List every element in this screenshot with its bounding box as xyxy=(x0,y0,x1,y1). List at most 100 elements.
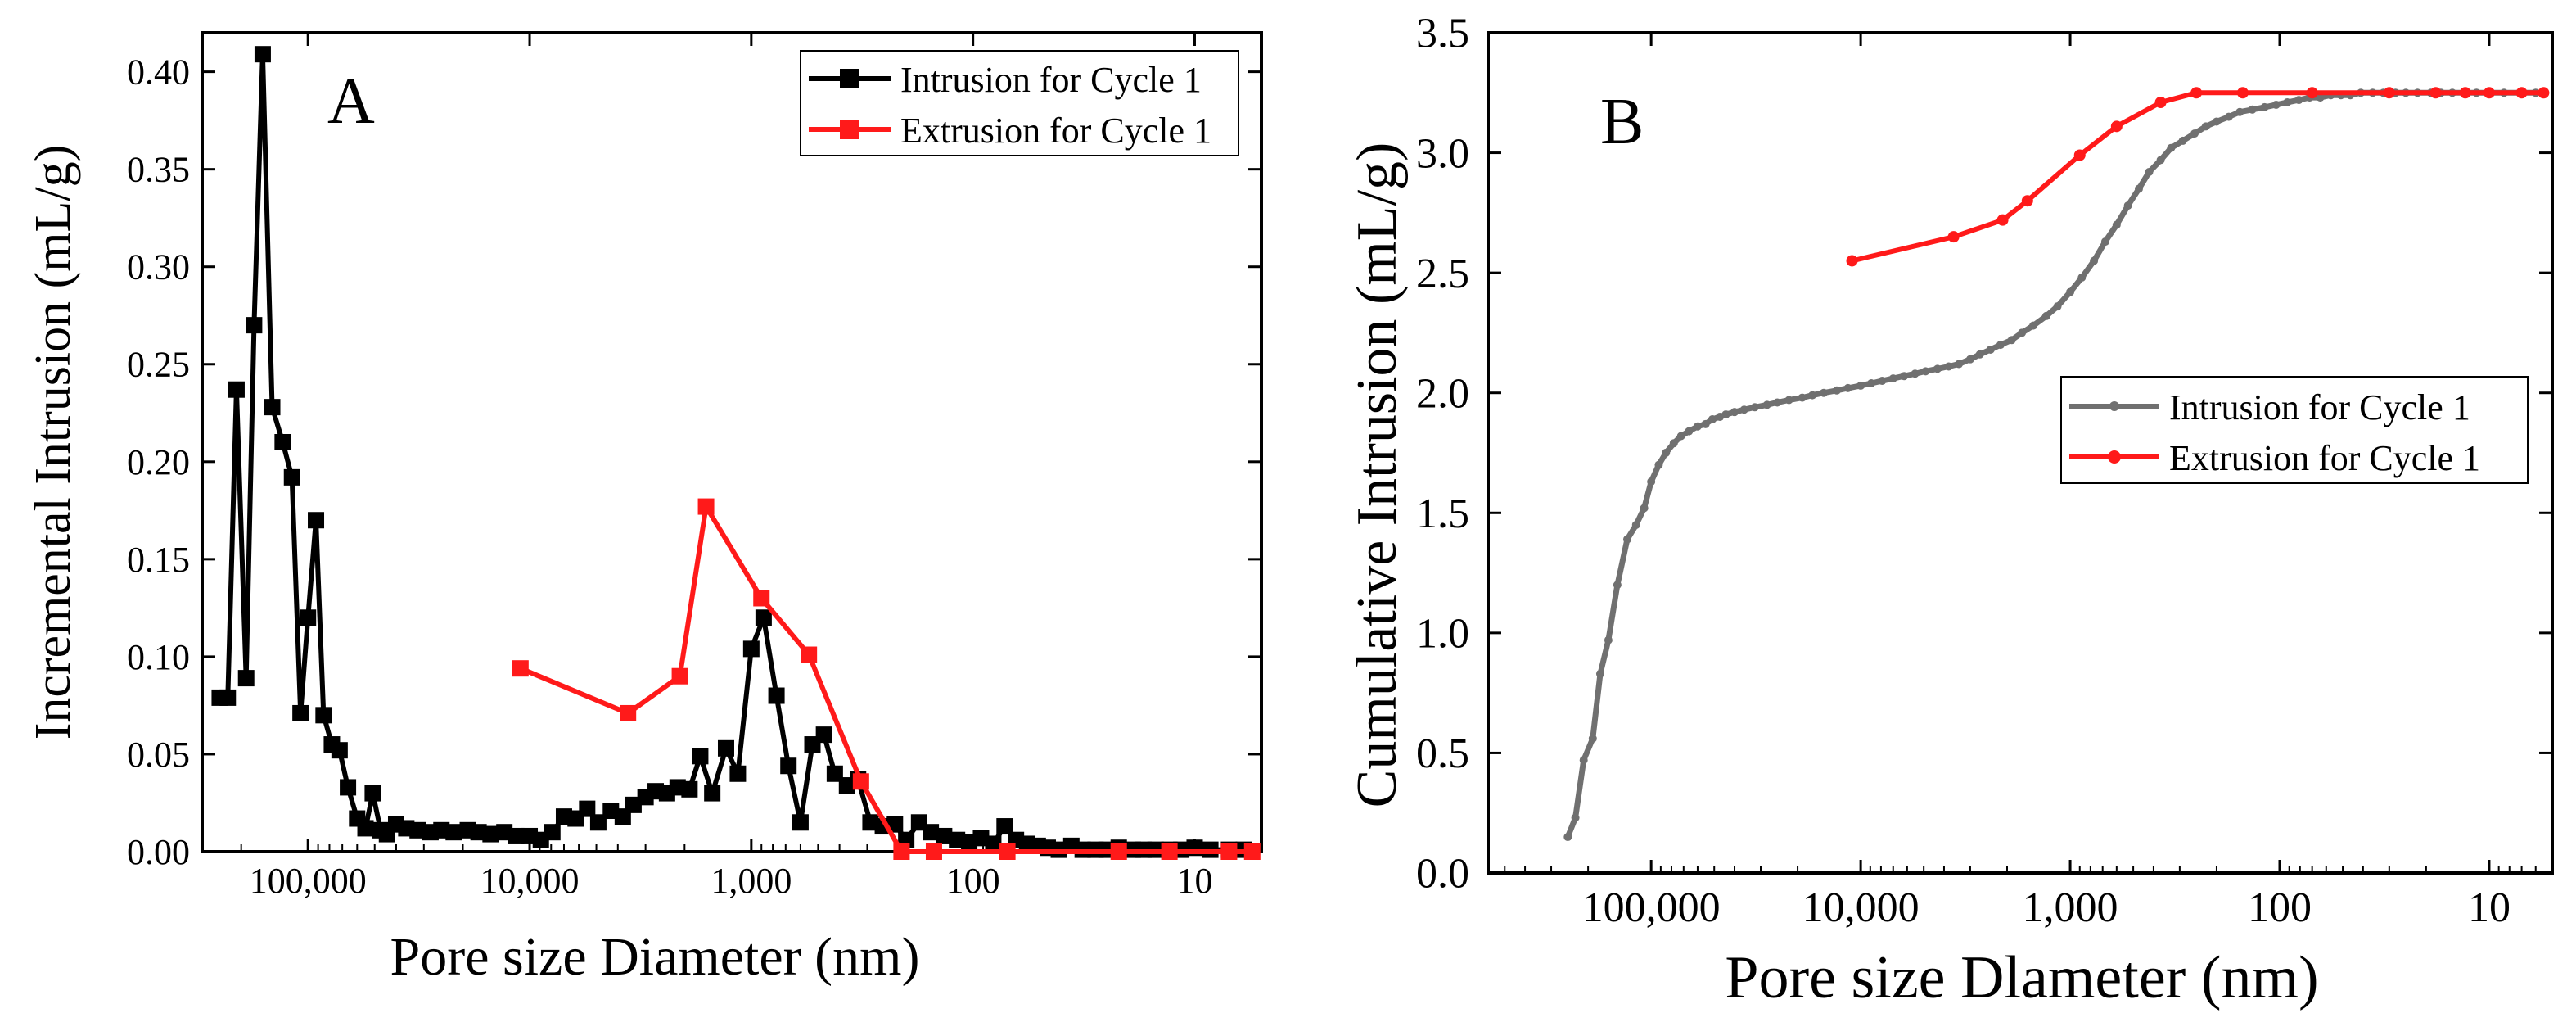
panel-b-legend: Intrusion for Cycle 1 Extrusion for Cycl… xyxy=(2060,376,2529,484)
y-tick-label: 0.40 xyxy=(127,52,190,93)
data-point-extrusion xyxy=(2383,87,2395,99)
data-point-intrusion xyxy=(246,317,263,334)
data-point-intrusion xyxy=(2007,336,2016,345)
data-point-extrusion xyxy=(1947,231,1960,243)
y-tick-label: 0.10 xyxy=(127,637,190,677)
data-point-extrusion xyxy=(2459,87,2471,99)
data-point-intrusion xyxy=(729,765,747,782)
series-line-intrusion xyxy=(219,52,1244,852)
data-point-extrusion xyxy=(1220,843,1238,860)
data-point-extrusion xyxy=(2538,87,2550,99)
data-point-intrusion xyxy=(1798,393,1807,402)
data-point-intrusion xyxy=(1613,581,1622,590)
data-point-intrusion xyxy=(1739,405,1748,414)
data-point-intrusion xyxy=(1669,439,1678,448)
data-point-intrusion xyxy=(1588,734,1597,743)
panel-b-legend-label-intrusion: Intrusion for Cycle 1 xyxy=(2169,387,2470,427)
data-point-extrusion xyxy=(2021,195,2033,207)
data-point-intrusion xyxy=(2235,107,2244,116)
panel-a-legend-marker-extrusion xyxy=(840,120,859,139)
data-point-intrusion xyxy=(2260,102,2269,111)
data-point-intrusion xyxy=(589,814,607,831)
data-point-intrusion xyxy=(579,800,596,817)
data-point-extrusion xyxy=(1243,843,1261,860)
y-tick-label: 0.35 xyxy=(127,150,190,190)
data-point-intrusion xyxy=(996,818,1013,835)
x-tick-label: 1,000 xyxy=(711,861,792,901)
panel-a-x-axis-label: Pore size Diameter (nm) xyxy=(390,927,920,987)
x-tick-label: 10,000 xyxy=(1802,884,1920,931)
data-point-intrusion xyxy=(2156,156,2165,165)
series-line-extrusion xyxy=(519,504,1252,854)
data-point-intrusion xyxy=(1773,398,1782,407)
data-point-extrusion xyxy=(2073,149,2086,161)
data-point-intrusion xyxy=(1623,535,1632,544)
x-tick-label: 10 xyxy=(2468,884,2511,931)
data-point-extrusion xyxy=(2306,87,2318,99)
data-point-intrusion xyxy=(1563,833,1572,842)
data-point-extrusion xyxy=(697,498,715,515)
panel-b-axes: 100,000 10,000 1,000 100 10 0.0 0.5 1.0 1.5 2.0 2.… xyxy=(1416,11,2552,931)
data-point-extrusion xyxy=(2154,97,2167,109)
data-point-intrusion xyxy=(1579,756,1588,765)
panel-b-legend-marker-intrusion xyxy=(2109,401,2119,411)
y-tick-label: 0.0 xyxy=(1416,851,1469,898)
data-point-intrusion xyxy=(2041,311,2050,320)
data-point-intrusion xyxy=(1693,422,1702,431)
data-point-intrusion xyxy=(1631,520,1640,529)
panel-a-series xyxy=(211,46,1261,860)
data-point-intrusion xyxy=(2201,122,2210,131)
data-point-extrusion xyxy=(2110,120,2123,133)
data-point-extrusion xyxy=(1846,255,1858,267)
data-point-intrusion xyxy=(1843,383,1852,392)
data-point-intrusion xyxy=(1721,410,1730,419)
data-point-intrusion xyxy=(1701,419,1710,428)
panel-b-plot-frame xyxy=(1487,31,2554,875)
data-point-intrusion xyxy=(1808,391,1817,400)
data-point-extrusion xyxy=(2236,87,2249,99)
data-point-intrusion xyxy=(264,399,281,416)
data-point-intrusion xyxy=(692,748,709,765)
data-point-extrusion xyxy=(2429,87,2442,99)
data-point-intrusion xyxy=(815,726,832,744)
data-point-intrusion xyxy=(315,707,332,724)
data-point-intrusion xyxy=(1996,341,2005,350)
data-point-intrusion xyxy=(2053,302,2062,311)
data-point-intrusion xyxy=(862,814,879,831)
data-point-extrusion xyxy=(893,843,910,860)
data-point-intrusion xyxy=(228,381,245,398)
data-point-intrusion xyxy=(2134,184,2143,193)
data-point-intrusion xyxy=(219,689,237,706)
data-point-intrusion xyxy=(1867,378,1876,387)
data-point-extrusion xyxy=(1161,843,1178,860)
panel-a-legend-marker-intrusion xyxy=(840,69,859,88)
y-tick-label: 2.5 xyxy=(1416,251,1469,297)
data-point-intrusion xyxy=(274,434,291,450)
data-point-intrusion xyxy=(1965,355,1974,364)
panel-a-legend-label-intrusion: Intrusion for Cycle 1 xyxy=(900,60,1202,100)
data-point-intrusion xyxy=(2316,93,2325,102)
data-point-intrusion xyxy=(1571,813,1580,822)
panel-b-legend-box xyxy=(2060,376,2529,484)
panel-b-y-axis-label: Cumulative Intrusion (mL/g) xyxy=(1346,142,1409,808)
data-point-intrusion xyxy=(433,821,450,839)
panel-a-incremental-intrusion-chart: 100,000 10,000 1,000 100 10 0.00 0.05 0.10 0.15 0… xyxy=(25,31,1263,987)
data-point-intrusion xyxy=(2167,143,2176,152)
data-point-intrusion xyxy=(1911,369,1920,378)
data-point-intrusion xyxy=(292,704,309,721)
data-point-intrusion xyxy=(1900,372,1909,381)
data-point-intrusion xyxy=(1647,477,1656,486)
y-tick-label: 0.05 xyxy=(127,735,190,775)
x-tick-label: 100,000 xyxy=(250,861,367,901)
panel-a-y-axis-label: Incremental Intrusion (mL/g) xyxy=(25,145,81,740)
data-point-intrusion xyxy=(2100,237,2109,246)
data-point-intrusion xyxy=(681,780,698,798)
y-tick-label: 0.25 xyxy=(127,345,190,385)
data-point-intrusion xyxy=(1654,460,1663,469)
data-point-intrusion xyxy=(1640,504,1649,513)
panel-b-legend-label-extrusion: Extrusion for Cycle 1 xyxy=(2169,438,2480,478)
data-point-extrusion xyxy=(2515,87,2528,99)
data-point-intrusion xyxy=(985,835,1002,852)
data-point-intrusion xyxy=(1955,360,1964,369)
